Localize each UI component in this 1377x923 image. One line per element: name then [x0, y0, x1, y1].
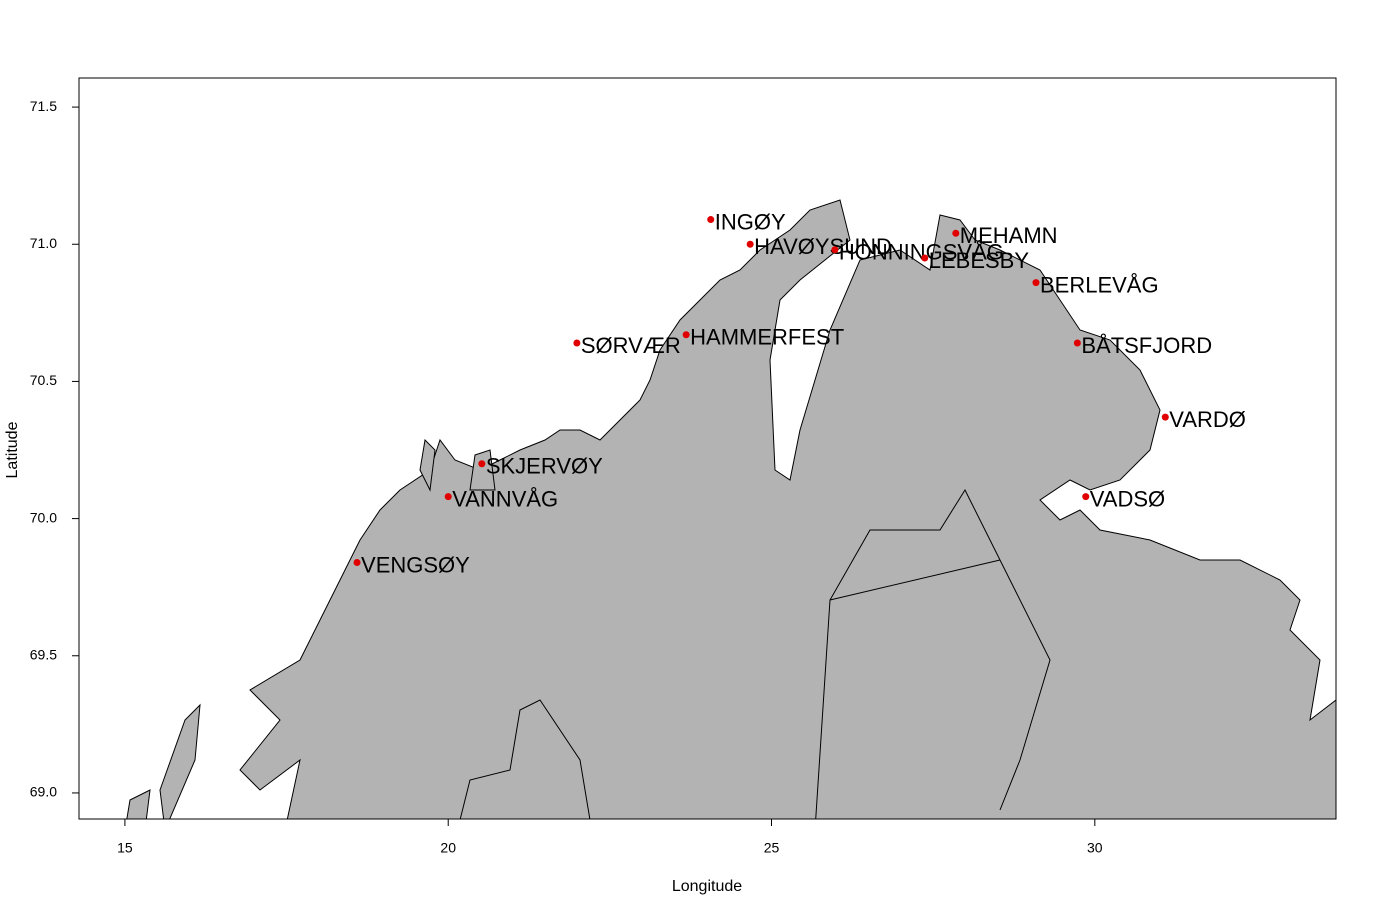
- point: [573, 339, 581, 347]
- y-tick-label: 69.0: [30, 784, 57, 800]
- x-tick-label: 15: [117, 840, 133, 856]
- x-tick-label: 30: [1087, 840, 1103, 856]
- point-label: HAMMERFEST: [690, 325, 844, 350]
- point: [1161, 413, 1169, 421]
- point: [1073, 339, 1081, 347]
- point-label: MEHAMN: [960, 223, 1058, 248]
- point: [707, 216, 715, 224]
- x-tick-label: 20: [440, 840, 456, 856]
- point-label: VANNVÅG: [452, 486, 558, 511]
- point-label: HONNINGSVÅG: [839, 240, 1004, 265]
- point-label: VADSØ: [1090, 486, 1165, 511]
- land: [126, 199, 1336, 819]
- point-label: VARDØ: [1169, 407, 1246, 432]
- point-label: HAVØYSUND: [754, 234, 892, 259]
- y-tick-label: 70.5: [30, 372, 57, 388]
- point: [353, 558, 361, 566]
- y-axis-label: Latitude: [4, 421, 21, 478]
- x-tick-label: 25: [764, 840, 780, 856]
- point: [1032, 279, 1040, 287]
- point: [921, 254, 929, 262]
- y-tick-label: 70.0: [30, 509, 57, 525]
- point-label: LEBESBY: [929, 248, 1030, 273]
- point: [746, 240, 754, 248]
- y-tick-label: 71.5: [30, 98, 57, 114]
- point: [952, 229, 960, 237]
- point: [478, 460, 486, 468]
- plot-frame: [78, 77, 1337, 820]
- point-label: VENGSØY: [361, 552, 470, 577]
- point: [444, 493, 452, 501]
- point-label: BÅTSFJORD: [1081, 333, 1212, 358]
- point: [1082, 493, 1090, 501]
- y-tick-label: 69.5: [30, 646, 57, 662]
- point-label: SKJERVØY: [486, 454, 603, 479]
- x-axis-label: Longitude: [672, 878, 742, 895]
- point-label: INGØY: [715, 209, 786, 234]
- point: [682, 331, 690, 339]
- point-label: BERLEVÅG: [1040, 272, 1159, 297]
- y-tick-label: 71.0: [30, 235, 57, 251]
- point: [831, 246, 839, 254]
- point-label: SØRVÆR: [581, 333, 681, 358]
